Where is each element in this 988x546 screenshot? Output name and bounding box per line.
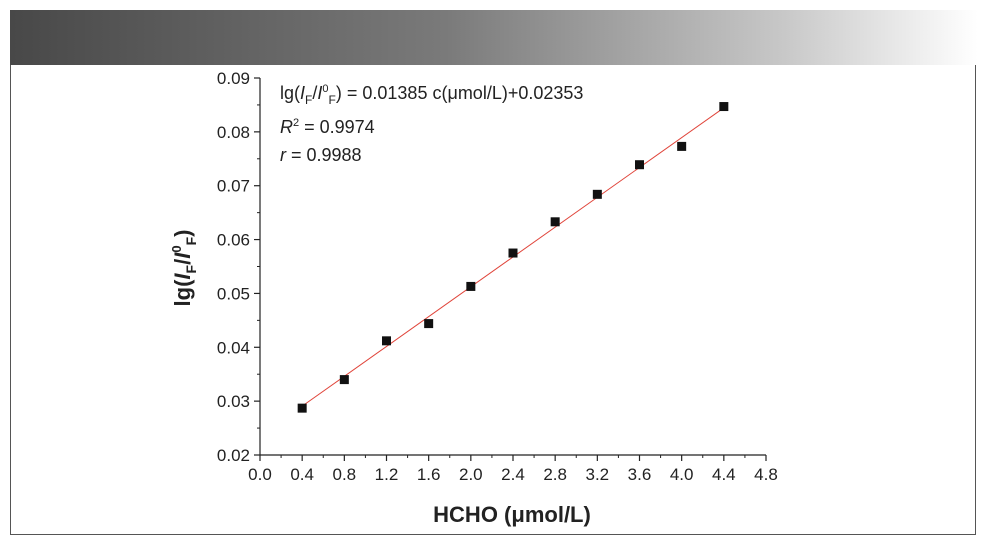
y-ticks: 0.02 0.03 0.04 0.05 0.06 0.07 0.08 0.09 — [217, 69, 260, 465]
y-axis-title: lg(IF/I0F) — [169, 230, 199, 307]
x-tick-label: 0.4 — [290, 465, 314, 484]
r-annotation: r = 0.9988 — [280, 145, 362, 165]
header-banner — [10, 10, 978, 65]
data-point — [466, 281, 476, 291]
x-axis-title: HCHO (μmol/L) — [433, 502, 591, 527]
x-tick-label: 0.8 — [333, 465, 357, 484]
x-tick-label: 4.4 — [712, 465, 736, 484]
y-tick-label: 0.03 — [217, 392, 250, 411]
y-tick-label: 0.07 — [217, 177, 250, 196]
y-tick-label: 0.02 — [217, 446, 250, 465]
data-point — [719, 102, 729, 112]
x-tick-label: 2.8 — [543, 465, 567, 484]
y-tick-label: 0.08 — [217, 123, 250, 142]
x-tick-label: 1.2 — [375, 465, 399, 484]
data-point — [508, 248, 518, 258]
x-tick-label: 1.6 — [417, 465, 441, 484]
x-tick-label: 3.2 — [586, 465, 610, 484]
equation-annotation: lg(IF/I0F) = 0.01385 c(μmol/L)+0.02353 — [280, 83, 583, 107]
data-point — [592, 189, 602, 199]
x-tick-label: 2.0 — [459, 465, 483, 484]
x-tick-label: 4.8 — [754, 465, 778, 484]
data-points — [297, 102, 729, 413]
chart-frame — [10, 65, 976, 535]
r-squared-annotation: R2 = 0.9974 — [280, 117, 375, 137]
y-tick-label: 0.06 — [217, 231, 250, 250]
data-point — [382, 336, 391, 346]
x-tick-label: 4.0 — [670, 465, 694, 484]
y-tick-label: 0.04 — [217, 338, 250, 357]
data-point — [339, 375, 349, 385]
x-ticks: 0.0 0.4 0.8 1.2 1.6 2.0 2.4 2.8 3.2 3.6 4.0 4.4 4.8 — [248, 455, 778, 484]
data-point — [550, 217, 560, 227]
x-tick-label: 3.6 — [628, 465, 652, 484]
data-point — [677, 141, 687, 151]
y-tick-label: 0.09 — [217, 69, 250, 88]
y-tick-label: 0.05 — [217, 284, 250, 303]
data-point — [424, 319, 434, 329]
data-point — [297, 403, 307, 413]
x-tick-label: 2.4 — [501, 465, 525, 484]
data-point — [635, 160, 644, 170]
x-tick-label: 0.0 — [248, 465, 272, 484]
